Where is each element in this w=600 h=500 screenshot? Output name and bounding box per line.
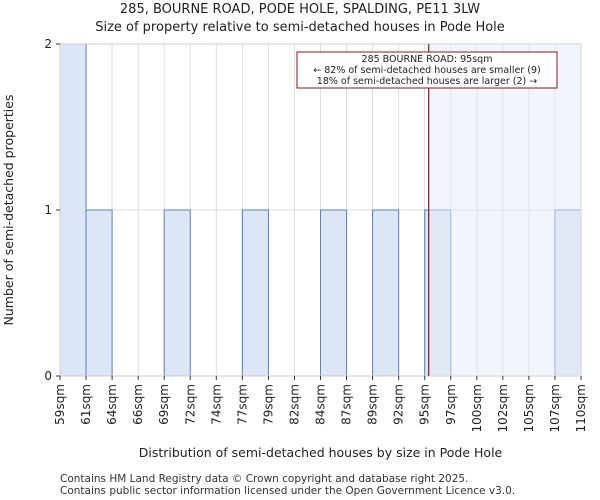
bar-77sqm — [241, 209, 269, 377]
x-tick-label-102sqm: 102sqm — [496, 384, 510, 432]
x-tick-label-97sqm: 97sqm — [444, 384, 458, 425]
x-tick-label-84sqm: 84sqm — [314, 384, 328, 425]
x-tick-label-69sqm: 69sqm — [157, 384, 171, 425]
y-tick-label: 1 — [44, 203, 52, 217]
x-tick-label-105sqm: 105sqm — [522, 384, 536, 432]
x-tick-label-89sqm: 89sqm — [366, 384, 380, 425]
annotation-line-2: ← 82% of semi-detached houses are smalle… — [313, 65, 541, 76]
x-tick-label-100sqm: 100sqm — [470, 384, 484, 432]
y-axis-label: Number of semi-detached properties — [1, 95, 16, 326]
x-tick-label-59sqm: 59sqm — [53, 384, 67, 425]
chart-subtitle: Size of property relative to semi-detach… — [95, 20, 505, 35]
x-axis-label: Distribution of semi-detached houses by … — [139, 445, 503, 460]
x-tick-label-77sqm: 77sqm — [235, 384, 249, 425]
larger-region-shade — [428, 44, 581, 376]
x-tick-label-92sqm: 92sqm — [392, 384, 406, 425]
x-tick-label-95sqm: 95sqm — [418, 384, 432, 425]
annotation-line-1: 285 BOURNE ROAD: 95sqm — [362, 54, 493, 65]
footer-line-1: Contains HM Land Registry data © Crown c… — [60, 473, 469, 485]
y-tick-label: 2 — [44, 37, 52, 51]
bar-61sqm — [85, 209, 113, 377]
x-tick-label-107sqm: 107sqm — [548, 384, 562, 432]
x-tick-label-87sqm: 87sqm — [340, 384, 354, 425]
chart-title: 285, BOURNE ROAD, PODE HOLE, SPALDING, P… — [119, 2, 481, 17]
x-tick-label-82sqm: 82sqm — [287, 384, 301, 425]
x-tick-label-74sqm: 74sqm — [209, 384, 223, 425]
x-tick-label-66sqm: 66sqm — [131, 384, 145, 425]
annotation-box — [296, 51, 558, 89]
x-tick-label-79sqm: 79sqm — [261, 384, 275, 425]
x-tick-label-72sqm: 72sqm — [183, 384, 197, 425]
x-tick-label-64sqm: 64sqm — [105, 384, 119, 425]
x-tick-label-110sqm: 110sqm — [574, 384, 588, 432]
x-tick-label-61sqm: 61sqm — [79, 384, 93, 425]
bar-69sqm — [163, 209, 191, 377]
bar-59sqm — [59, 43, 87, 377]
bar-84sqm — [320, 209, 348, 377]
footer-line-2: Contains public sector information licen… — [60, 485, 516, 497]
y-tick-label: 0 — [44, 369, 52, 383]
bar-89sqm — [372, 209, 400, 377]
annotation-line-3: 18% of semi-detached houses are larger (… — [317, 76, 537, 87]
